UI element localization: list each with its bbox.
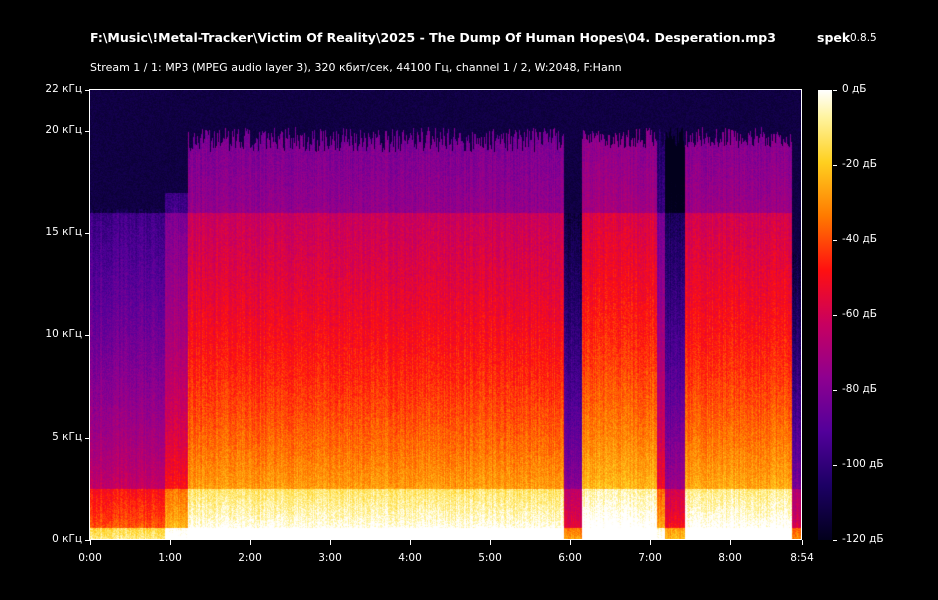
time-tick-mark: [250, 540, 251, 545]
db-tick-label: -40 дБ: [842, 233, 877, 245]
time-tick-label: 2:00: [238, 552, 262, 564]
stream-info: Stream 1 / 1: MP3 (MPEG audio layer 3), …: [90, 61, 622, 74]
time-tick-mark: [90, 540, 91, 545]
time-tick-label: 8:54: [790, 552, 814, 564]
db-tick-label: -60 дБ: [842, 308, 877, 320]
db-tick-mark: [833, 315, 837, 316]
time-tick-mark: [170, 540, 171, 545]
db-tick-mark: [833, 240, 837, 241]
time-tick-mark: [330, 540, 331, 545]
frequency-tick-label: 5 кГц: [52, 430, 82, 443]
time-tick-label: 7:00: [638, 552, 662, 564]
time-tick-label: 6:00: [558, 552, 582, 564]
frequency-tick-mark: [85, 90, 90, 91]
spectrogram[interactable]: [90, 90, 802, 540]
frequency-tick-label: 22 кГц: [45, 83, 82, 95]
db-tick-mark: [833, 390, 837, 391]
db-tick-mark: [833, 465, 837, 466]
time-tick-label: 5:00: [478, 552, 502, 564]
frequency-tick-mark: [85, 233, 90, 235]
db-tick-mark: [833, 90, 837, 91]
time-tick-mark: [650, 540, 651, 545]
db-tick-label: -80 дБ: [842, 383, 877, 395]
time-tick-mark: [490, 540, 491, 545]
time-tick-mark: [802, 540, 803, 545]
time-tick-label: 1:00: [158, 552, 182, 564]
time-tick-label: 0:00: [78, 552, 102, 564]
db-tick-mark: [833, 540, 837, 541]
frequency-tick-label: 20 кГц: [45, 123, 82, 136]
app-name: spek: [817, 30, 851, 45]
time-tick-mark: [570, 540, 571, 545]
db-colorbar: [818, 90, 832, 540]
time-tick-mark: [730, 540, 731, 545]
time-tick-mark: [410, 540, 411, 545]
frequency-tick-mark: [85, 335, 90, 337]
db-tick-label: -100 дБ: [842, 458, 884, 470]
frequency-tick-label: 10 кГц: [45, 328, 82, 341]
file-path-title: F:\Music\!Metal-Tracker\Victim Of Realit…: [90, 30, 776, 45]
time-tick-label: 4:00: [398, 552, 422, 564]
time-tick-label: 3:00: [318, 552, 342, 564]
frequency-tick-label: 15 кГц: [45, 226, 82, 239]
time-tick-label: 8:00: [718, 552, 742, 564]
app-version: 0.8.5: [850, 32, 877, 44]
frequency-tick-label: 0 кГц: [52, 533, 82, 545]
db-tick-label: -20 дБ: [842, 158, 877, 170]
db-tick-label: 0 дБ: [842, 83, 867, 95]
frequency-tick-mark: [85, 130, 90, 132]
frequency-tick-mark: [85, 540, 90, 541]
frequency-tick-mark: [85, 437, 90, 439]
db-tick-label: -120 дБ: [842, 533, 884, 545]
spectrogram-canvas[interactable]: [90, 90, 802, 540]
db-tick-mark: [833, 165, 837, 166]
